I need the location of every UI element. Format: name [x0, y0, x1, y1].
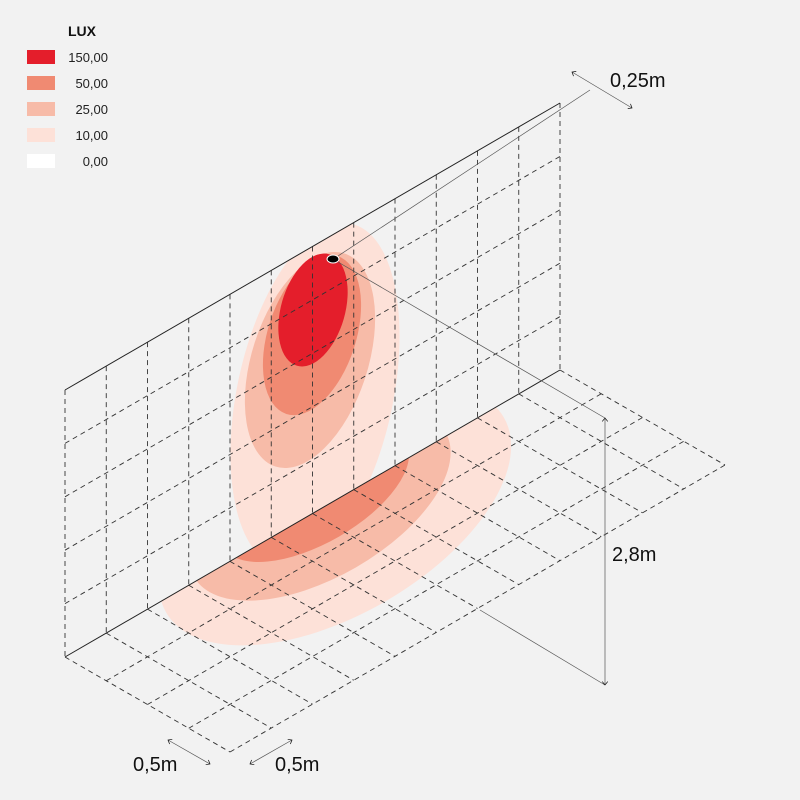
legend-label: 25,00 [75, 102, 108, 117]
wall-top [64, 102, 561, 391]
grid-line [436, 441, 602, 538]
grid-line [271, 537, 437, 633]
legend-swatch [27, 154, 55, 168]
dimension-label: 2,8m [612, 544, 656, 566]
legend-title: LUX [68, 23, 97, 39]
grid-line [477, 417, 643, 514]
legend-swatch [27, 102, 55, 116]
legend-swatch [27, 76, 55, 90]
light-fixture [326, 254, 340, 264]
grid-line [518, 393, 684, 490]
legend-label: 150,00 [68, 50, 108, 65]
legend-label: 10,00 [75, 128, 108, 143]
dimension-line [572, 72, 632, 108]
grid-line [559, 369, 726, 466]
legend-label: 0,00 [83, 154, 108, 169]
wall-base [64, 369, 561, 658]
grid-overlay [64, 103, 726, 753]
dimension-line [250, 740, 292, 764]
zone-150 [278, 253, 348, 367]
dimension-line [168, 740, 210, 764]
leader [337, 261, 606, 419]
grid-line [312, 513, 478, 609]
dimension-label: 0,5m [275, 754, 319, 776]
legend-label: 50,00 [75, 76, 108, 91]
grid-line [106, 632, 272, 729]
grid-line [188, 584, 354, 681]
dimension-label: 0,25m [610, 70, 666, 92]
grid-line [147, 608, 313, 705]
wall-light [230, 223, 400, 567]
legend-swatch [27, 50, 55, 64]
leader [337, 89, 591, 257]
grid-line [229, 560, 396, 657]
grid-line [64, 656, 231, 753]
grid-line [353, 489, 519, 585]
legend-swatch [27, 128, 55, 142]
dimension-label: 0,5m [133, 754, 177, 776]
legend: 150,00 50,00 25,00 10,00 0,00 [27, 50, 108, 169]
leader [479, 609, 606, 686]
grid-line [394, 465, 561, 562]
